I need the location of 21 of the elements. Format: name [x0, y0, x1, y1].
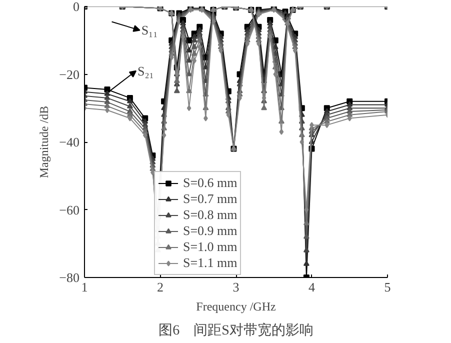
legend-label: S=0.6 mm — [183, 175, 238, 191]
legend-label: S=0.8 mm — [183, 207, 238, 223]
y-tick-label: −60 — [59, 202, 80, 218]
x-tick-label: 3 — [232, 280, 240, 294]
x-tick-label: 4 — [308, 280, 316, 294]
y-tick-label: 0 — [73, 0, 80, 14]
x-tick-label: 2 — [157, 280, 164, 294]
caption: 图6 间距S对带宽的影响 — [158, 322, 314, 338]
y-tick-label: −80 — [59, 270, 80, 285]
annotation: S₂₁ — [138, 63, 154, 78]
x-tick-label: 5 — [384, 280, 391, 294]
legend-label: S=1.0 mm — [183, 239, 238, 255]
y-tick-label: −20 — [59, 66, 80, 82]
legend-label: S=0.7 mm — [183, 191, 238, 207]
legend-label: S=0.9 mm — [183, 223, 238, 239]
x-axis-title: Frequency /GHz — [196, 300, 276, 314]
y-axis-title: Magnitude /dB — [37, 106, 52, 178]
y-tick-label: −40 — [59, 134, 80, 150]
x-tick-label: 1 — [81, 280, 88, 294]
annotation: S₁₁ — [141, 22, 158, 38]
legend-label: S=1.1 mm — [183, 255, 238, 271]
